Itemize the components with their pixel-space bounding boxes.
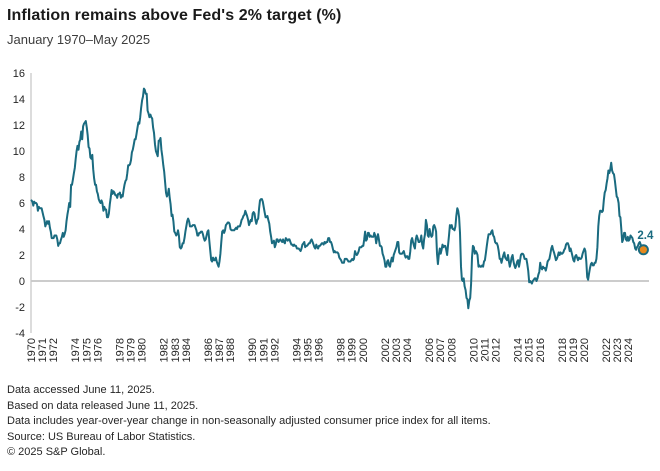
y-tick-label: 2 bbox=[19, 250, 25, 262]
footnotes: Data accessed June 11, 2025. Based on da… bbox=[7, 383, 491, 461]
x-tick-label: 1975 bbox=[81, 338, 93, 362]
x-tick-label: 2024 bbox=[623, 338, 635, 362]
x-tick-label: 1970 bbox=[26, 338, 38, 362]
x-tick-label: 1999 bbox=[347, 338, 359, 362]
x-tick-label: 1980 bbox=[137, 338, 149, 362]
x-tick-label: 2018 bbox=[557, 338, 569, 362]
x-tick-label: 1978 bbox=[115, 338, 127, 362]
y-tick-label: -2 bbox=[15, 302, 25, 314]
x-tick-label: 2000 bbox=[358, 338, 370, 362]
x-tick-label: 2010 bbox=[468, 338, 480, 362]
y-tick-label: 12 bbox=[13, 120, 25, 132]
y-tick-label: 4 bbox=[19, 224, 25, 236]
x-tick-label: 1998 bbox=[336, 338, 348, 362]
x-tick-label: 1979 bbox=[126, 338, 138, 362]
x-tick-label: 2015 bbox=[524, 338, 536, 362]
y-tick-label: 6 bbox=[19, 198, 25, 210]
x-tick-label: 1983 bbox=[170, 338, 182, 362]
x-tick-label: 1974 bbox=[70, 338, 82, 362]
x-tick-label: 1994 bbox=[291, 338, 303, 362]
x-tick-label: 2012 bbox=[491, 338, 503, 362]
series-end-dot bbox=[639, 246, 648, 254]
end-value-label: 2.4 bbox=[637, 230, 654, 242]
footnote-line: Data accessed June 11, 2025. bbox=[7, 384, 155, 396]
x-tick-label: 1987 bbox=[214, 338, 226, 362]
y-tick-label: 16 bbox=[13, 68, 25, 80]
x-tick-label: 2020 bbox=[579, 338, 591, 362]
y-tick-label: -4 bbox=[15, 328, 25, 340]
y-tick-label: 8 bbox=[19, 172, 25, 184]
x-tick-label: 1984 bbox=[181, 338, 193, 362]
x-tick-label: 2003 bbox=[391, 338, 403, 362]
x-tick-label: 1991 bbox=[258, 338, 270, 362]
footnote-line: Based on data released June 11, 2025. bbox=[7, 399, 199, 412]
chart-title: Inflation remains above Fed's 2% target … bbox=[7, 7, 342, 24]
x-tick-label: 2006 bbox=[424, 338, 436, 362]
x-tick-label: 1988 bbox=[225, 338, 237, 362]
x-tick-label: 2019 bbox=[568, 338, 580, 362]
x-tick-label: 2004 bbox=[402, 338, 414, 362]
x-tick-label: 2008 bbox=[446, 338, 458, 362]
footnote-line: © 2025 S&P Global. bbox=[7, 446, 106, 458]
x-tick-label: 1982 bbox=[159, 338, 171, 362]
x-tick-label: 1992 bbox=[269, 338, 281, 362]
x-tick-label: 2022 bbox=[601, 338, 613, 362]
y-tick-label: 14 bbox=[13, 94, 25, 106]
chart-subtitle: January 1970–May 2025 bbox=[7, 32, 151, 47]
x-tick-label: 1996 bbox=[314, 338, 326, 362]
footnote-line: Data includes year-over-year change in n… bbox=[7, 415, 491, 427]
x-tick-label: 1971 bbox=[37, 338, 49, 362]
x-tick-label: 1972 bbox=[48, 338, 60, 362]
x-tick-label: 1986 bbox=[203, 338, 215, 362]
inflation-series-path bbox=[30, 87, 645, 310]
footnote-line: Source: US Bureau of Labor Statistics. bbox=[7, 430, 196, 443]
y-tick-label: 0 bbox=[19, 276, 25, 288]
x-tick-label: 2016 bbox=[535, 338, 547, 362]
x-tick-label: 1976 bbox=[92, 338, 104, 362]
x-tick-label: 1995 bbox=[303, 338, 315, 362]
x-tick-label: 2011 bbox=[480, 338, 492, 362]
x-tick-label: 1990 bbox=[247, 338, 259, 362]
x-tick-label: 2002 bbox=[380, 338, 392, 362]
x-tick-label: 2023 bbox=[612, 338, 624, 362]
x-tick-label: 2014 bbox=[513, 338, 525, 362]
x-tick-label: 2007 bbox=[435, 338, 447, 362]
y-tick-label: 10 bbox=[13, 146, 25, 158]
